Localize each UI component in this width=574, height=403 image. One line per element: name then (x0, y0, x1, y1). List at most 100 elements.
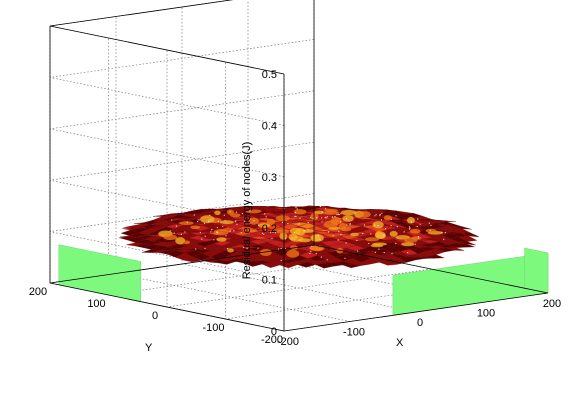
node-point (229, 211, 230, 212)
node-point (210, 231, 211, 232)
node-point (327, 216, 328, 217)
node-point (415, 244, 416, 245)
node-point (417, 226, 418, 227)
node-point (217, 227, 218, 228)
node-point (443, 239, 444, 240)
node-point (184, 231, 185, 232)
surface-highlight (290, 236, 304, 242)
node-point (224, 215, 225, 216)
surface-highlight (310, 213, 318, 220)
surface-highlight (200, 215, 214, 223)
surface-highlight (411, 236, 421, 240)
z-axis-label: Residual energy of nodes(J) (241, 142, 253, 280)
surface-highlight (426, 229, 437, 233)
node-point (397, 226, 398, 227)
node-point (321, 217, 322, 218)
node-point (278, 248, 279, 249)
surface-highlight (372, 243, 387, 246)
node-point (297, 208, 298, 209)
node-point (320, 239, 321, 240)
node-point (429, 223, 430, 224)
node-point (204, 248, 205, 249)
node-point (218, 221, 219, 222)
node-point (368, 243, 369, 244)
z-tick-label: 0.5 (262, 69, 277, 81)
node-point (356, 240, 357, 241)
surface-highlight (163, 234, 177, 240)
surface-highlight (339, 223, 347, 231)
node-point (376, 214, 377, 215)
surface-highlight (407, 217, 415, 224)
node-point (225, 220, 226, 221)
y-axis-label: Y (145, 342, 153, 354)
node-point (225, 235, 226, 236)
node-point (222, 226, 223, 227)
node-point (258, 224, 259, 225)
node-point (391, 225, 392, 226)
node-point (441, 232, 442, 233)
x-tick-label: -100 (343, 327, 365, 339)
node-point (370, 233, 371, 234)
node-point (430, 230, 431, 231)
surface-highlight (358, 211, 371, 218)
node-point (445, 232, 446, 233)
z-tick-label: 0.4 (262, 120, 277, 132)
node-point (383, 234, 384, 235)
surface-highlight (350, 233, 359, 236)
node-point (321, 257, 322, 258)
surface-highlight (190, 226, 200, 230)
node-point (357, 250, 358, 251)
z-tick-label: 0.1 (262, 275, 277, 287)
surface-highlight (341, 210, 357, 215)
surface-highlight (216, 237, 226, 242)
surface-highlight (290, 228, 301, 235)
node-point (308, 222, 309, 223)
node-point (381, 213, 382, 214)
z-tick-label: 0.3 (262, 172, 277, 184)
node-point (364, 224, 365, 225)
node-point (201, 239, 202, 240)
surface-highlight (214, 229, 229, 235)
node-point (204, 223, 205, 224)
node-point (374, 225, 375, 226)
node-point (198, 219, 199, 220)
node-point (409, 226, 410, 227)
node-point (333, 235, 334, 236)
node-point (281, 248, 282, 249)
node-point (321, 221, 322, 222)
surface-highlight (227, 249, 234, 253)
node-point (334, 216, 335, 217)
node-point (340, 221, 341, 222)
surface-highlight (372, 221, 383, 228)
node-point (411, 221, 412, 222)
node-point (171, 219, 172, 220)
grid-line (182, 7, 416, 312)
node-point (285, 238, 286, 239)
surface-highlight (310, 246, 318, 250)
node-point (235, 221, 236, 222)
surface-highlight (310, 234, 320, 242)
node-point (271, 238, 272, 239)
node-point (310, 251, 311, 252)
node-point (338, 231, 339, 232)
node-point (308, 229, 309, 230)
node-point (310, 248, 311, 249)
node-point (346, 242, 347, 243)
node-point (322, 211, 323, 212)
node-point (216, 232, 217, 233)
surface-highlight (342, 215, 353, 222)
node-point (385, 228, 386, 229)
node-point (378, 249, 379, 250)
node-point (318, 234, 319, 235)
node-point (325, 217, 326, 218)
node-point (338, 239, 339, 240)
node-point (381, 219, 382, 220)
z-tick-label: 0.2 (262, 223, 277, 235)
node-point (409, 227, 410, 228)
node-point (266, 216, 267, 217)
node-point (328, 231, 329, 232)
node-point (208, 221, 209, 222)
node-point (384, 252, 385, 253)
surface-highlight (401, 242, 414, 246)
